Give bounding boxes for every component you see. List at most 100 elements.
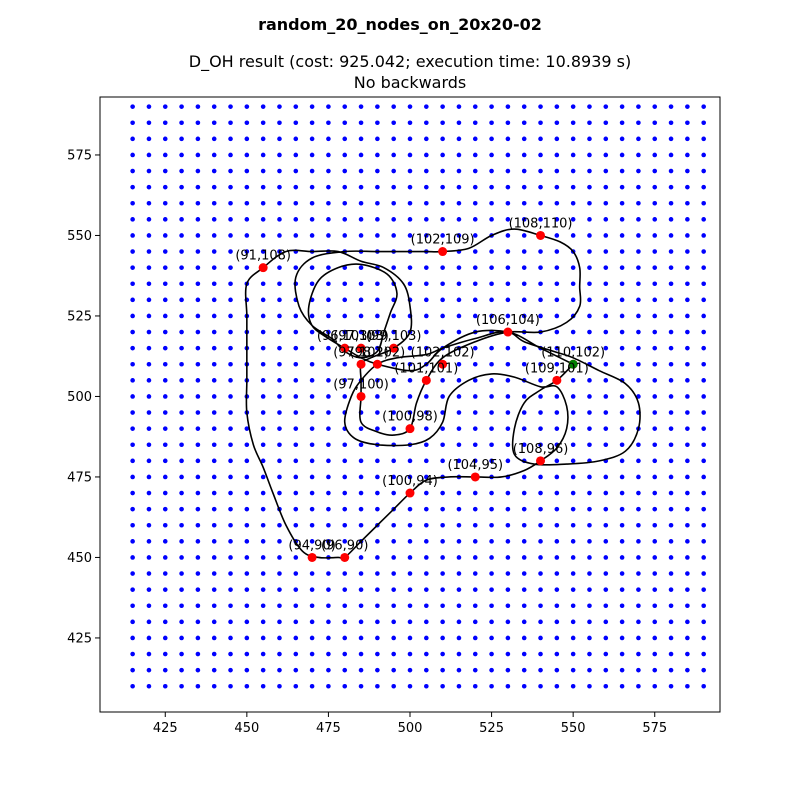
grid-point (652, 120, 658, 126)
grid-point (375, 555, 380, 560)
grid-point (309, 233, 315, 238)
grid-point (424, 329, 429, 335)
grid-point (652, 297, 658, 303)
target-node (372, 359, 382, 369)
target-label: (91,108) (235, 249, 291, 264)
grid-point (162, 200, 168, 206)
target-node (405, 488, 415, 498)
grid-point (619, 152, 625, 158)
grid-point (636, 200, 641, 206)
grid-point (228, 442, 233, 448)
grid-point (701, 603, 706, 609)
grid-point (636, 587, 641, 592)
grid-point (130, 233, 135, 238)
grid-point (277, 474, 282, 480)
grid-point (162, 667, 168, 673)
grid-point (619, 426, 625, 431)
grid-point (130, 442, 135, 448)
grid-point (244, 506, 250, 512)
grid-point (260, 297, 266, 303)
grid-point (456, 184, 462, 190)
grid-point (309, 281, 315, 287)
grid-point (244, 555, 250, 560)
grid-point (652, 667, 658, 673)
grid-point (619, 619, 625, 625)
grid-point (309, 345, 315, 351)
grid-point (195, 104, 201, 109)
target-label: (97,103) (333, 329, 389, 344)
grid-point (668, 683, 674, 689)
grid-point (162, 651, 168, 657)
grid-point (407, 571, 413, 576)
grid-point (538, 474, 543, 480)
grid-point (179, 490, 184, 496)
grid-point (375, 635, 380, 641)
grid-point (146, 571, 152, 576)
grid-point (162, 426, 168, 431)
grid-point (668, 345, 674, 351)
grid-point (554, 619, 560, 625)
grid-point (358, 587, 364, 592)
grid-point (162, 281, 168, 287)
grid-point (505, 603, 511, 609)
grid-point (424, 571, 429, 576)
grid-point (701, 233, 706, 238)
grid-point (391, 603, 396, 609)
grid-point (652, 474, 658, 480)
grid-point (407, 458, 413, 464)
grid-point (407, 265, 413, 270)
grid-point (636, 136, 641, 142)
target-label: (99,103) (366, 329, 422, 344)
grid-point (277, 281, 282, 287)
grid-point (179, 394, 184, 399)
grid-point (456, 120, 462, 126)
grid-point (538, 667, 543, 673)
grid-point (162, 329, 168, 335)
grid-point (619, 297, 625, 303)
grid-point (326, 233, 331, 238)
grid-point (521, 490, 527, 496)
grid-point (179, 184, 184, 190)
grid-point (440, 683, 445, 689)
grid-point (228, 200, 233, 206)
grid-point (375, 474, 380, 480)
grid-point (472, 184, 478, 190)
grid-point (358, 329, 364, 335)
grid-point (701, 200, 706, 206)
grid-point (652, 651, 658, 657)
grid-point (195, 345, 201, 351)
grid-point (619, 281, 625, 287)
grid-point (211, 378, 217, 383)
grid-point (701, 265, 706, 270)
grid-point (685, 345, 690, 351)
grid-point (260, 184, 266, 190)
grid-point (162, 490, 168, 496)
grid-point (293, 442, 299, 448)
grid-point (570, 104, 576, 109)
grid-point (636, 603, 641, 609)
grid-point (130, 571, 135, 576)
grid-point (277, 410, 282, 415)
grid-point (554, 539, 560, 544)
grid-point (244, 233, 250, 238)
grid-point (326, 587, 331, 592)
grid-point (505, 555, 511, 560)
grid-point (440, 378, 445, 383)
x-tick-label: 425 (153, 721, 178, 736)
grid-point (685, 233, 690, 238)
grid-point (277, 120, 282, 126)
grid-point (293, 667, 299, 673)
grid-point (277, 426, 282, 431)
grid-point (652, 522, 658, 528)
grid-point (652, 539, 658, 544)
grid-point (652, 683, 658, 689)
grid-point (309, 152, 315, 158)
grid-point (489, 217, 494, 222)
grid-point (260, 555, 266, 560)
grid-point (587, 313, 592, 319)
grid-point (358, 571, 364, 576)
grid-point (505, 394, 511, 399)
grid-point (603, 651, 609, 657)
grid-point (440, 297, 445, 303)
grid-point (521, 361, 527, 367)
